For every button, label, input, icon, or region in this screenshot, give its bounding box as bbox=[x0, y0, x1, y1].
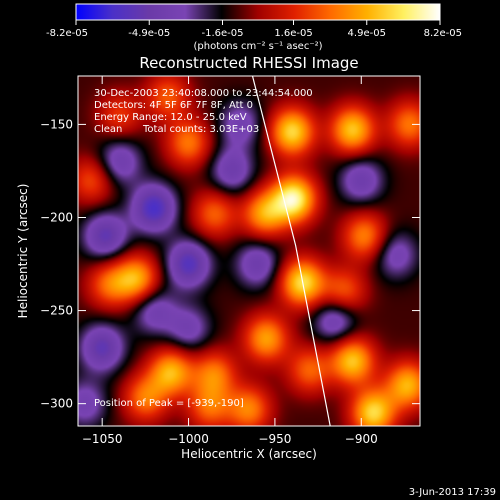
colorbar-tick-label: -4.9e-05 bbox=[128, 28, 170, 39]
time-range-label: 30-Dec-2003 23:40:08.000 to 23:44:54.000 bbox=[94, 88, 313, 99]
colorbar-tick-label: -1.6e-05 bbox=[201, 28, 243, 39]
x-tick-label: −1000 bbox=[168, 432, 209, 446]
total-counts-label: Total counts: 3.03E+03 bbox=[142, 124, 259, 135]
colorbar-frame bbox=[75, 3, 441, 21]
y-axis-ticks: −150 −200 −250 −300 bbox=[40, 117, 420, 411]
colorbar-tick-label: 8.2e-05 bbox=[424, 28, 462, 39]
annotation-block: 30-Dec-2003 23:40:08.000 to 23:44:54.000… bbox=[94, 88, 313, 409]
colorbar-unit-label: (photons cm⁻² s⁻¹ asec⁻²) bbox=[193, 41, 322, 52]
heatmap-image bbox=[78, 76, 420, 426]
colorbar-tick-label: 4.9e-05 bbox=[348, 28, 386, 39]
detectors-label: Detectors: 4F 5F 6F 7F 8F, Att 0 bbox=[94, 100, 253, 111]
clean-label: Clean bbox=[94, 124, 122, 135]
x-tick-label: −950 bbox=[258, 432, 291, 446]
colorbar-ticks: -8.2e-05 -4.9e-05 -1.6e-05 1.6e-05 4.9e-05 8.… bbox=[46, 20, 462, 39]
solar-limb-line bbox=[251, 76, 331, 426]
plot-area: −1050 −1000 −950 −900 −150 −200 −250 −300 bbox=[40, 75, 421, 446]
x-tick-label: −900 bbox=[345, 432, 378, 446]
peak-position-label: Position of Peak = [-939,-190] bbox=[94, 398, 244, 409]
chart-title: Reconstructed RHESSI Image bbox=[139, 54, 358, 72]
x-axis-ticks: −1050 −1000 −950 −900 bbox=[82, 76, 378, 446]
y-tick-label: −200 bbox=[40, 210, 73, 224]
colorbar: -8.2e-05 -4.9e-05 -1.6e-05 1.6e-05 4.9e-05 8.… bbox=[46, 3, 462, 52]
footer-timestamp: 3-Jun-2013 17:39 bbox=[409, 487, 496, 498]
colorbar-gradient bbox=[76, 4, 440, 20]
y-tick-label: −250 bbox=[40, 304, 73, 318]
energy-range-label: Energy Range: 12.0 - 25.0 keV bbox=[94, 112, 247, 123]
y-tick-label: −300 bbox=[40, 397, 73, 411]
colorbar-tick-label: -8.2e-05 bbox=[46, 28, 88, 39]
y-tick-label: −150 bbox=[40, 117, 73, 131]
x-axis-label: Heliocentric X (arcsec) bbox=[181, 447, 317, 461]
x-tick-label: −1050 bbox=[82, 432, 123, 446]
colorbar-tick-label: 1.6e-05 bbox=[274, 28, 312, 39]
y-axis-label: Heliocentric Y (arcsec) bbox=[16, 184, 30, 319]
plot-frame bbox=[77, 75, 421, 427]
